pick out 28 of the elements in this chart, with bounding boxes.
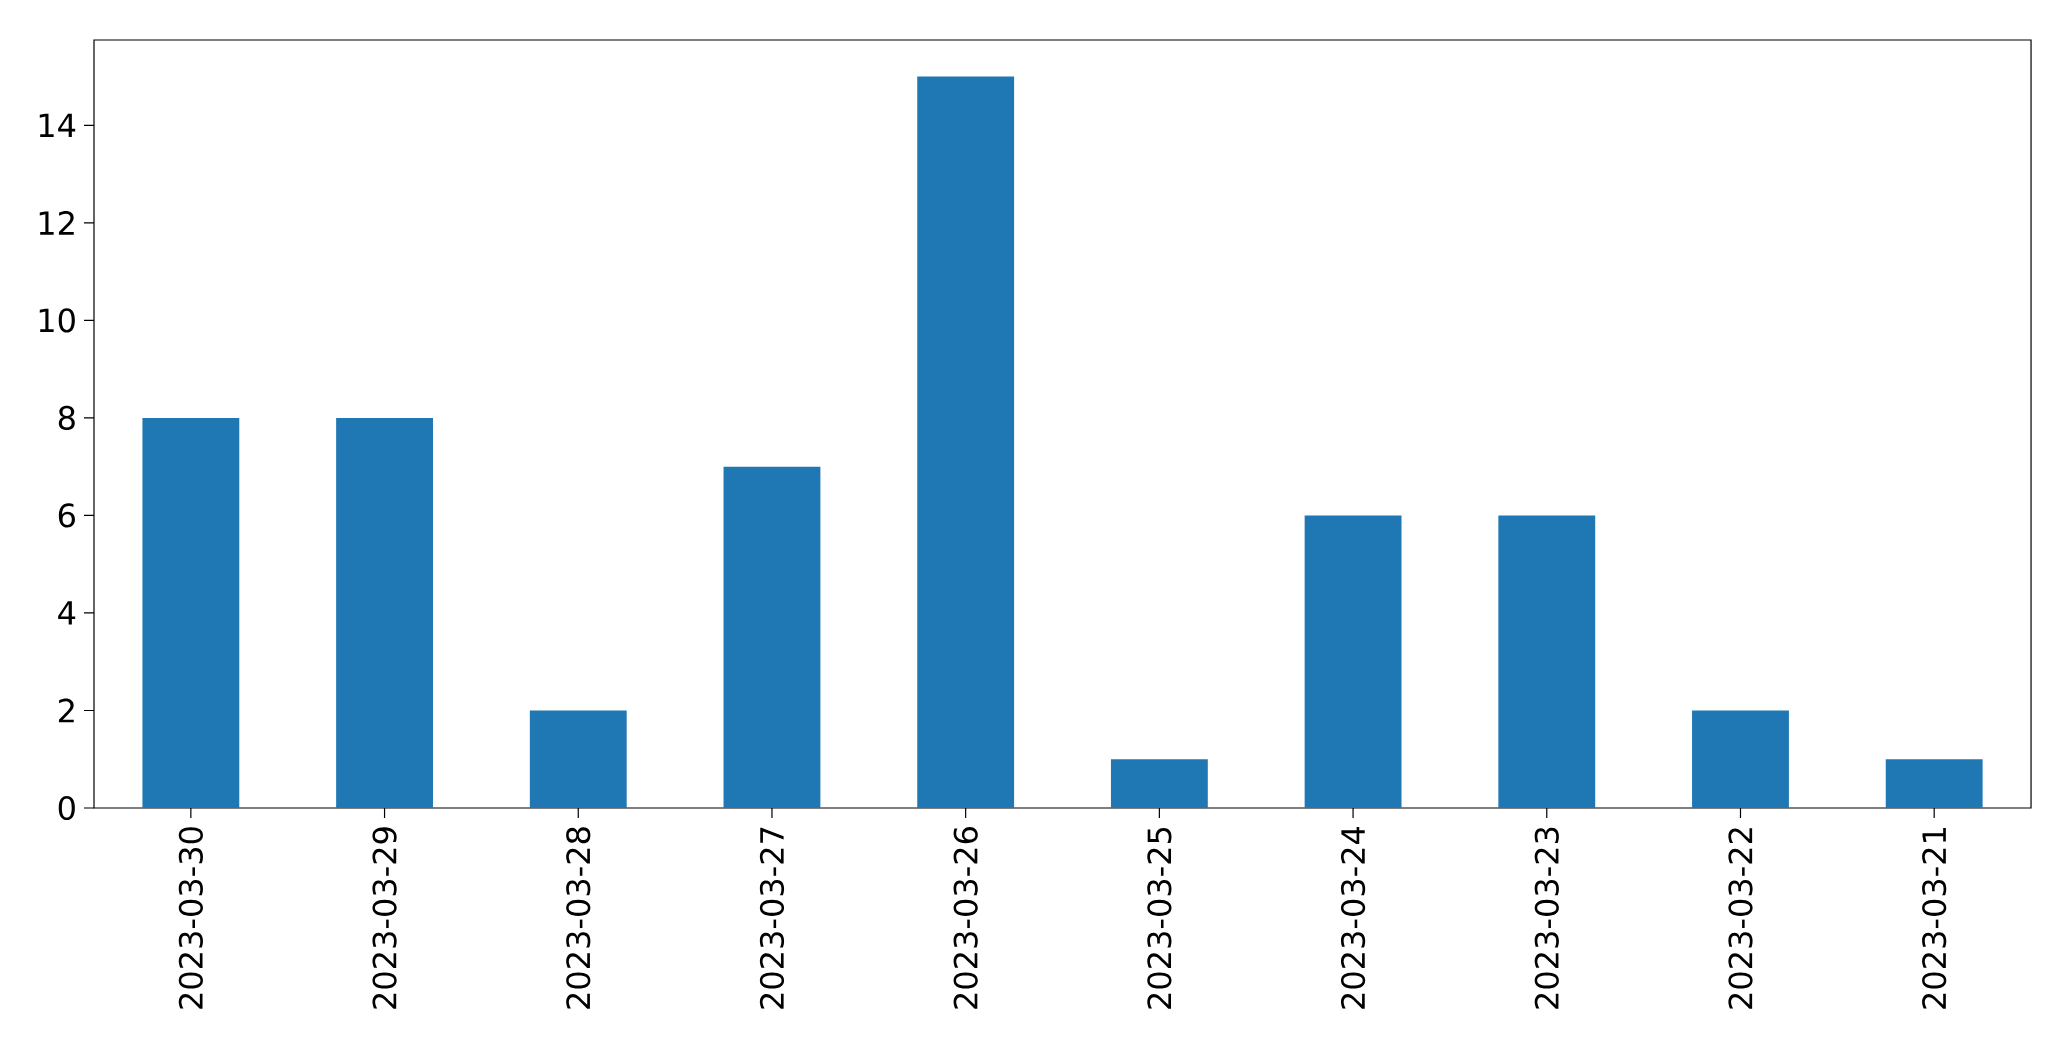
y-tick-label: 10 bbox=[39, 308, 75, 333]
bar bbox=[529, 710, 627, 808]
y-tick-label: 14 bbox=[39, 113, 76, 137]
bar bbox=[142, 417, 240, 808]
x-tick-label: 2023-03-22 bbox=[1728, 828, 1753, 1009]
bar bbox=[1304, 515, 1402, 808]
x-tick-label: 2023-03-25 bbox=[1147, 827, 1172, 1009]
bar bbox=[336, 417, 433, 808]
x-tick-label: 2023-03-28 bbox=[566, 827, 591, 1009]
x-tick-label: 2023-03-27 bbox=[759, 827, 785, 1009]
x-tick-label: 2023-03-24 bbox=[1340, 826, 1366, 1009]
bar bbox=[1110, 759, 1208, 808]
x-tick-label: 2023-03-26 bbox=[953, 827, 978, 1009]
x-tick-label: 2023-03-30 bbox=[178, 827, 203, 1009]
bar bbox=[1692, 710, 1789, 808]
bar bbox=[1498, 515, 1596, 808]
x-tick-label: 2023-03-23 bbox=[1534, 827, 1559, 1009]
y-tick-label: 12 bbox=[39, 210, 74, 235]
bar bbox=[723, 466, 821, 808]
y-tick-label: 2 bbox=[58, 698, 74, 723]
y-tick-label: 4 bbox=[58, 601, 76, 625]
bar bbox=[917, 76, 1015, 808]
y-tick-label: 6 bbox=[58, 503, 75, 528]
x-tick-label: 2023-03-29 bbox=[372, 827, 397, 1009]
bar bbox=[1885, 759, 1983, 808]
y-tick-label: 8 bbox=[58, 405, 75, 431]
y-tick-label: 0 bbox=[58, 795, 75, 821]
x-tick-label: 2023-03-21 bbox=[1922, 828, 1947, 1009]
